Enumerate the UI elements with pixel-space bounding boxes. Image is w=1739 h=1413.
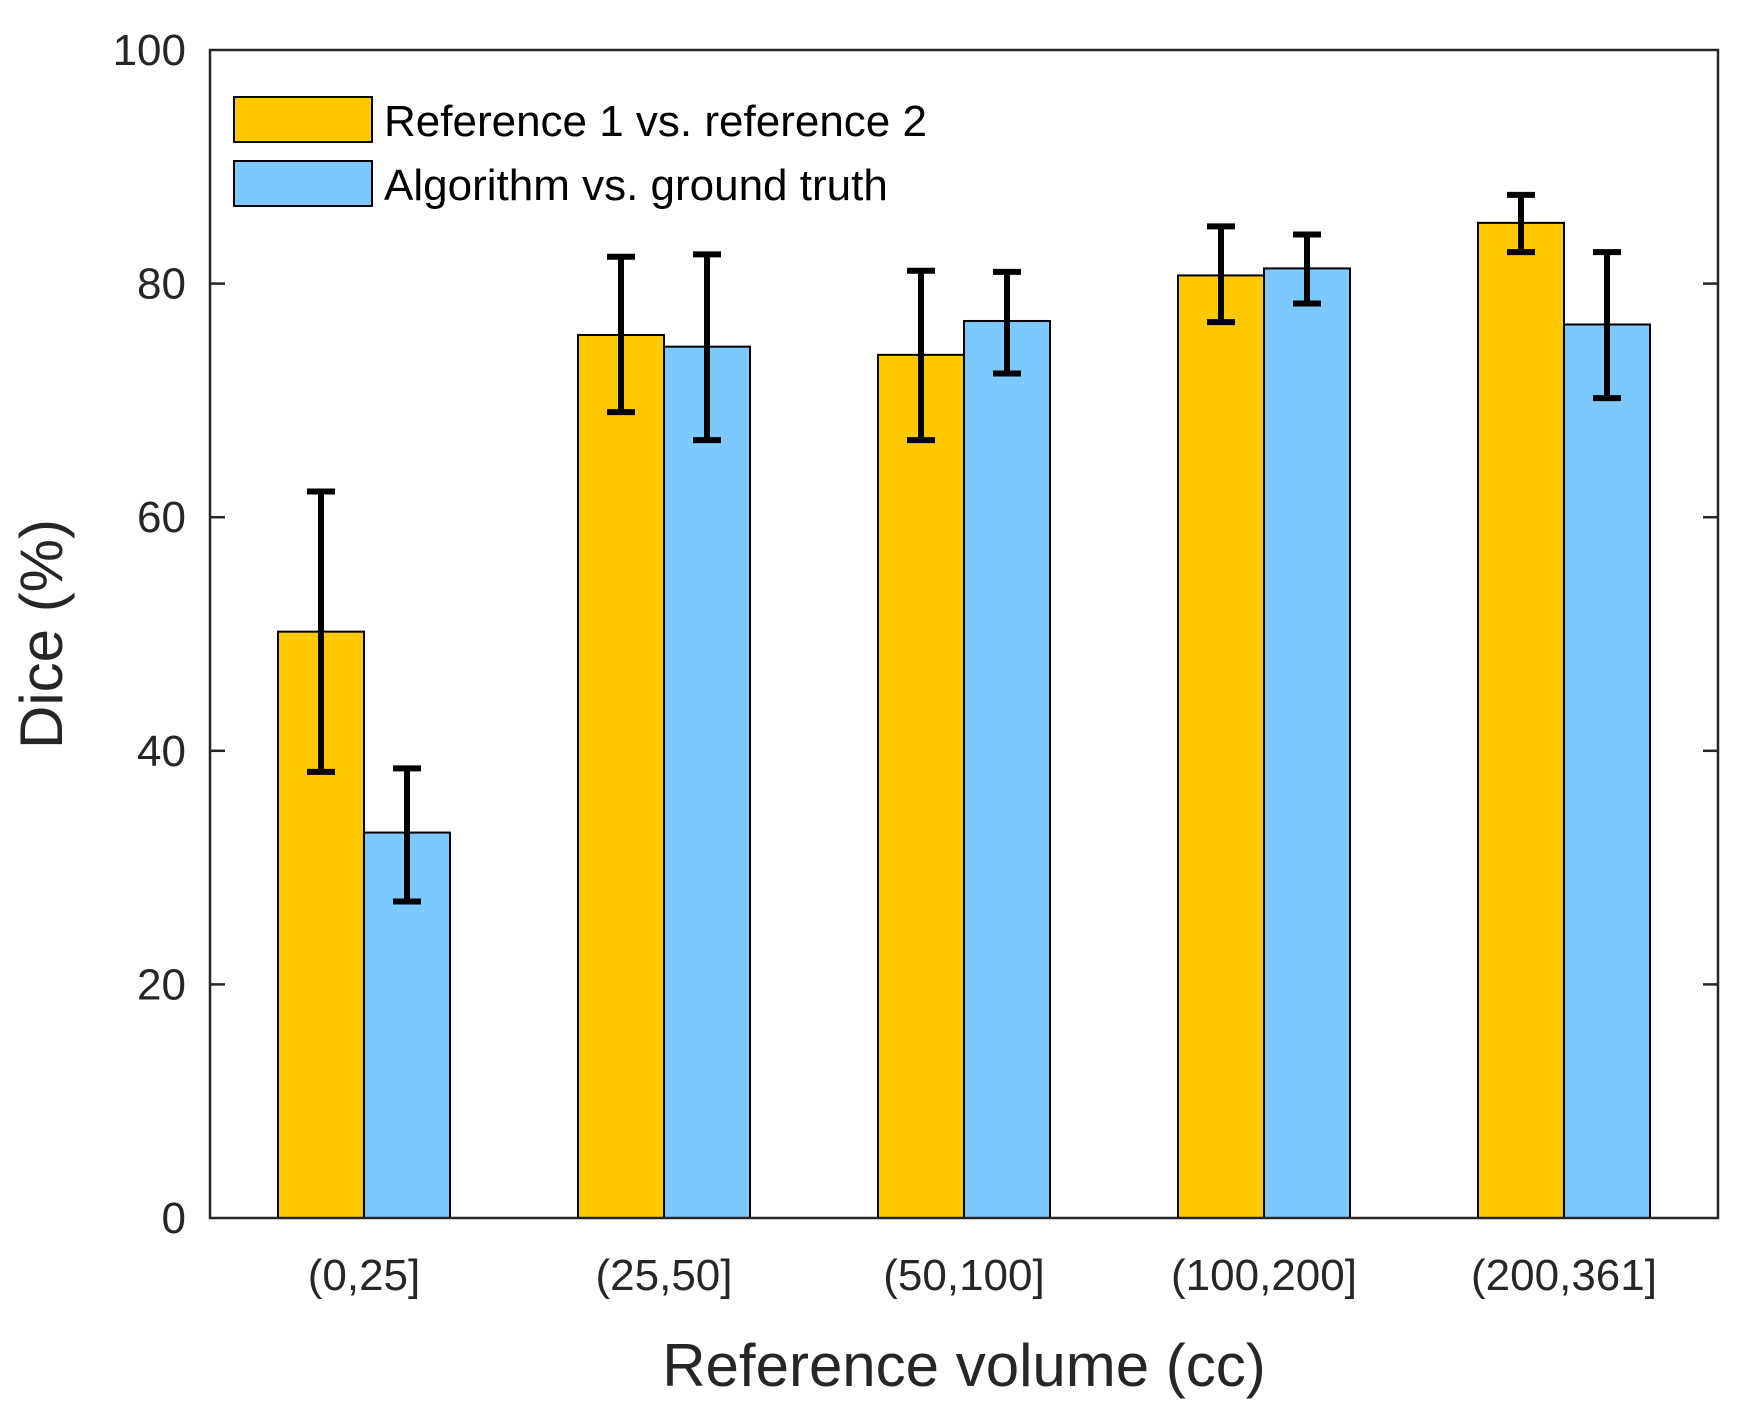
legend-label-series-2: Algorithm vs. ground truth [384,161,888,210]
error-bar-1-3 [907,267,935,444]
y-tick-label: 80 [137,260,186,309]
y-tick-label: 20 [137,960,186,1009]
error-bars-layer [307,191,1621,905]
bar-1-5 [1477,221,1565,1219]
bar-2-3 [963,319,1051,1219]
legend-label-series-1: Reference 1 vs. reference 2 [384,97,927,146]
x-tick-label: (100,200] [1171,1251,1357,1300]
x-tick-label: (50,100] [883,1251,1044,1300]
ticks-layer: (0,25] (25,50] (50,100] (100,200] (200,361] 0… [113,26,1718,1300]
y-tick-label: 40 [137,727,186,776]
bar-1-2 [577,333,665,1219]
x-tick-label: (200,361] [1471,1251,1657,1300]
error-bar-2-2 [693,251,721,444]
y-axis-title: Dice (%) [8,519,75,749]
bar-2-4 [1263,267,1351,1219]
legend-swatch-series-2 [233,160,373,207]
legend-swatch-series-1 [233,96,373,143]
bar-1-3 [877,353,965,1219]
legend: Reference 1 vs. reference 2 Algorithm vs… [233,96,927,210]
y-tick-label: 100 [113,26,186,75]
error-bar-2-5 [1593,249,1621,402]
bars-layer [277,221,1651,1220]
error-bar-2-3 [993,268,1021,377]
bar-2-5 [1563,323,1651,1220]
error-bar-1-5 [1507,191,1535,256]
x-axis-title: Reference volume (cc) [662,1332,1266,1399]
error-bar-1-4 [1207,223,1235,326]
x-tick-label: (0,25] [308,1251,421,1300]
plot-area-frame [208,48,1720,1220]
error-bar-1-2 [607,253,635,416]
y-tick-label: 0 [162,1194,186,1243]
error-bar-2-1 [393,765,421,905]
x-tick-label: (25,50] [596,1251,733,1300]
bar-1-4 [1177,274,1265,1219]
bar-2-2 [663,345,751,1219]
error-bar-1-1 [307,488,335,775]
y-tick-label: 60 [137,493,186,542]
error-bar-2-4 [1293,231,1321,307]
